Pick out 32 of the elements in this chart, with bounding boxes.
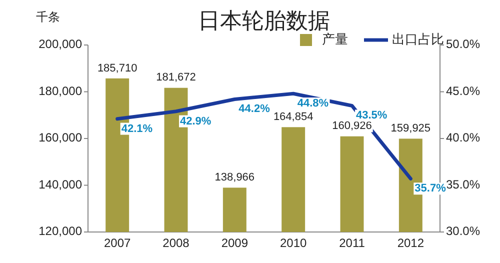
data-label: 181,672 — [156, 72, 196, 84]
data-label: 42.1% — [121, 122, 153, 135]
data-label: 44.8% — [297, 98, 329, 110]
data-label: 43.5% — [356, 110, 388, 122]
y2-tick-label: 40.0% — [446, 130, 480, 145]
y-tick-label: 120,000 — [38, 224, 82, 238]
legend-label: 产量 — [322, 31, 348, 46]
y-tick-label: 180,000 — [38, 84, 82, 98]
data-label: 44.2% — [238, 103, 270, 116]
x-tick-label: 2012 — [397, 236, 424, 250]
y-axis-title: 千条 — [36, 10, 60, 24]
data-label: 185,710 — [97, 62, 138, 74]
x-tick-label: 2009 — [221, 236, 248, 250]
y-tick-label: 160,000 — [38, 130, 82, 145]
data-label: 164,854 — [273, 111, 314, 124]
chart-title: 日本轮胎数据 — [198, 8, 330, 33]
data-label: 35.7% — [414, 182, 446, 195]
y2-tick-label: 30.0% — [446, 224, 480, 238]
data-label: 160,926 — [332, 120, 372, 132]
data-label: 42.9% — [180, 115, 212, 128]
data-label: 138,966 — [214, 172, 255, 184]
y2-tick-label: 50.0% — [446, 37, 480, 52]
x-tick-label: 2010 — [280, 236, 308, 250]
y-tick-label: 140,000 — [38, 177, 82, 192]
x-tick-label: 2007 — [104, 236, 132, 250]
x-tick-label: 2008 — [162, 236, 190, 250]
data-label: 159,925 — [390, 122, 431, 135]
y-tick-label: 200,000 — [38, 37, 82, 52]
legend-label: 出口占比 — [392, 31, 444, 46]
y2-tick-label: 35.0% — [446, 177, 480, 192]
y2-tick-label: 45.0% — [446, 84, 480, 98]
x-tick-label: 2011 — [339, 236, 366, 250]
